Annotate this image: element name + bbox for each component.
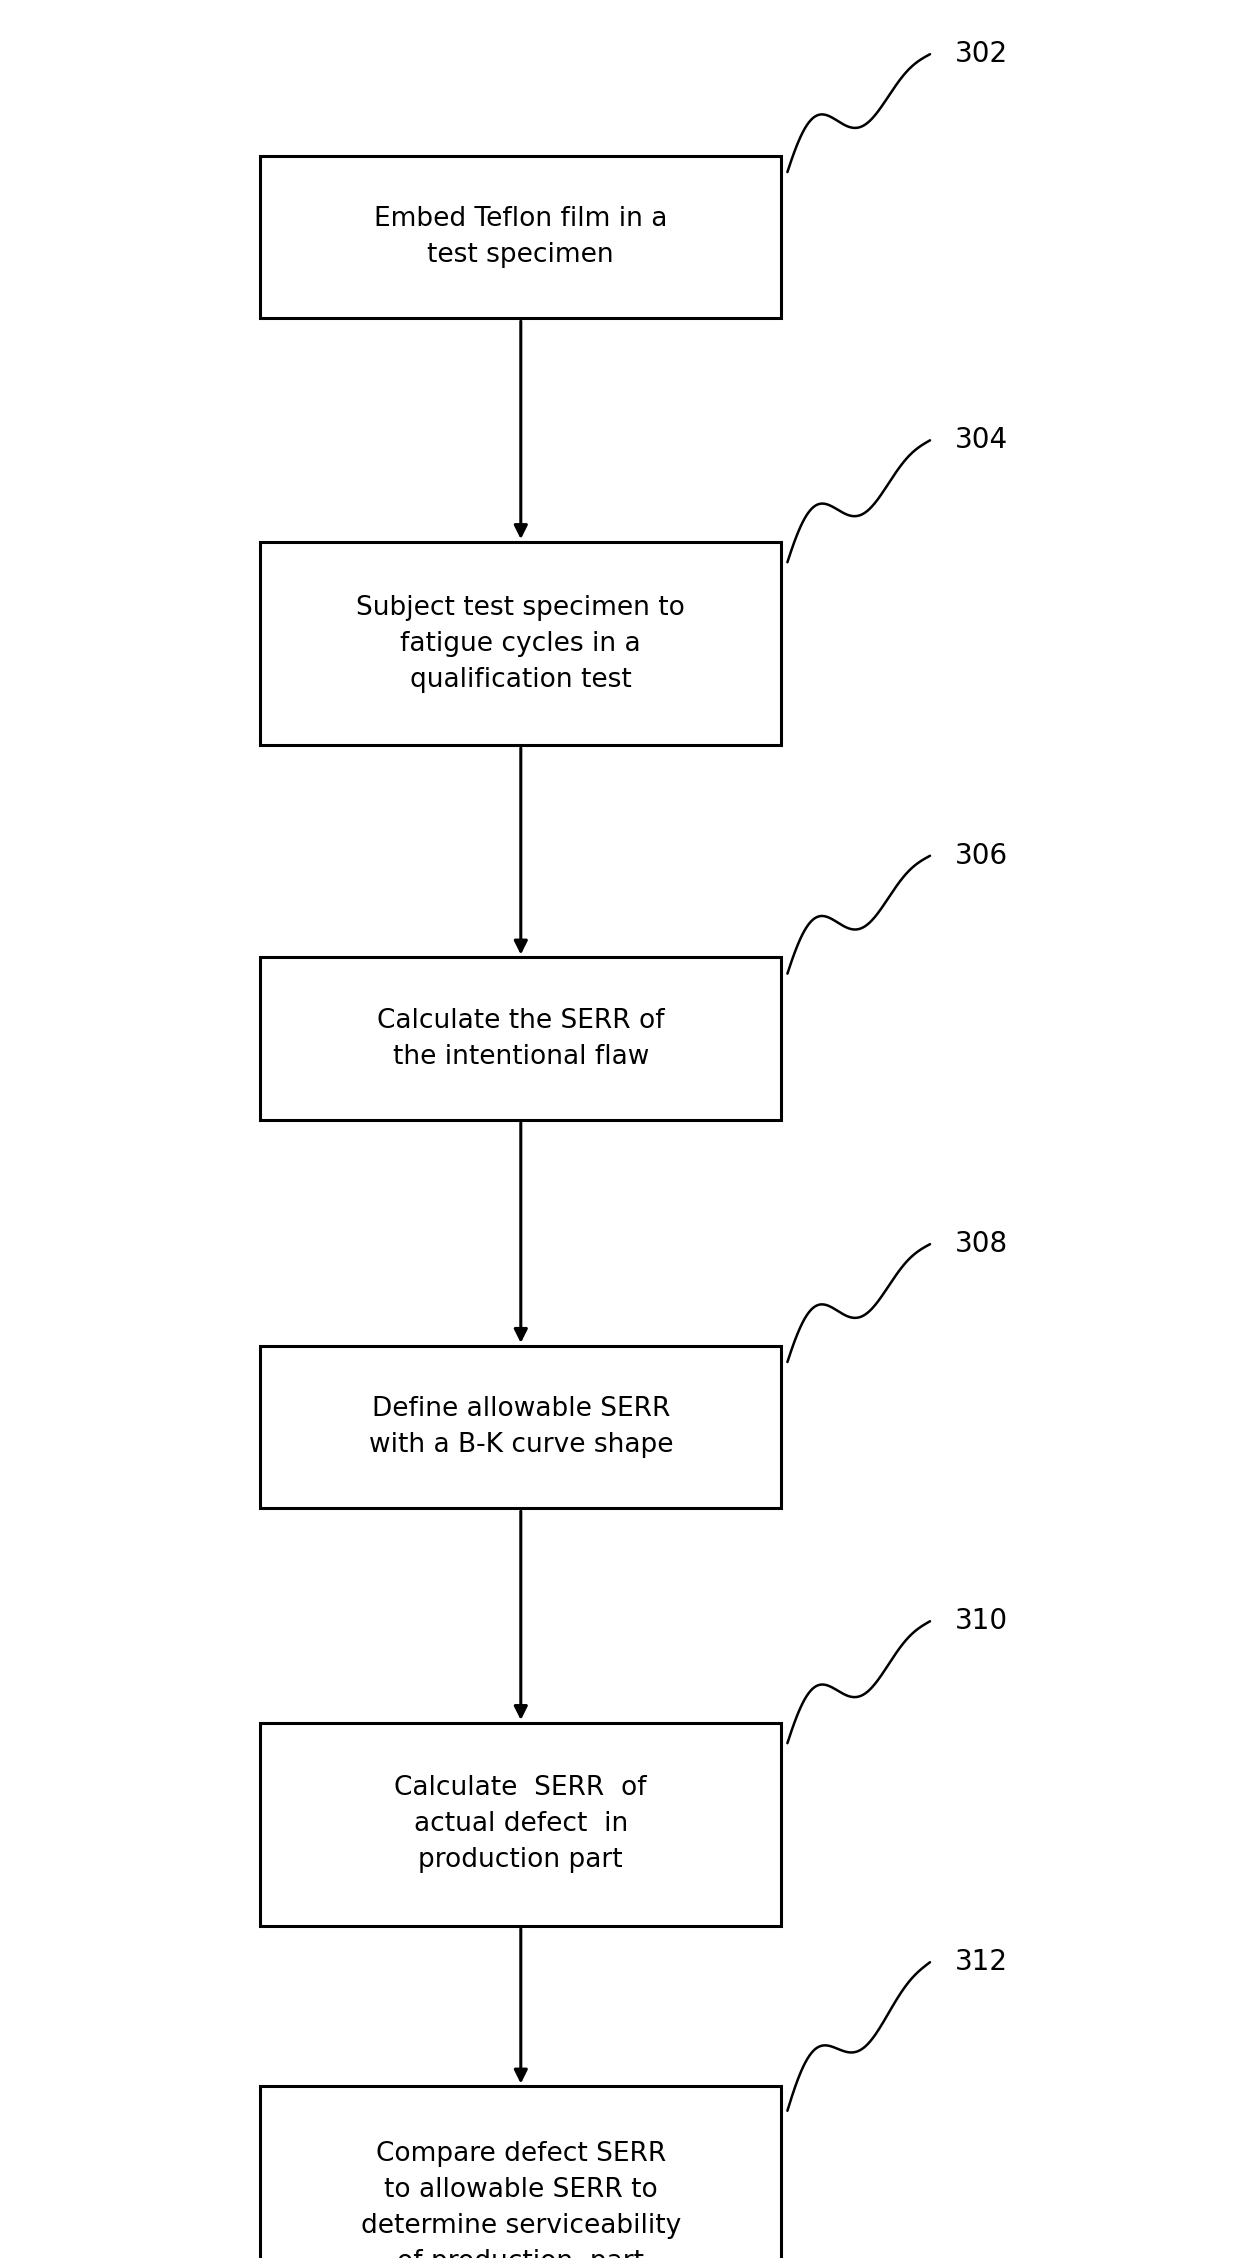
Bar	[260, 957, 781, 1120]
Text: Subject test specimen to
fatigue cycles in a
qualification test: Subject test specimen to fatigue cycles …	[356, 594, 686, 693]
Text: 306: 306	[955, 842, 1008, 869]
Text: 310: 310	[955, 1608, 1008, 1635]
Bar	[260, 156, 781, 318]
Text: 302: 302	[955, 41, 1008, 68]
Text: 312: 312	[955, 1949, 1008, 1976]
Bar	[260, 1723, 781, 1926]
Bar	[260, 1346, 781, 1508]
Text: Compare defect SERR
to allowable SERR to
determine serviceability
of production : Compare defect SERR to allowable SERR to…	[361, 2141, 681, 2258]
Text: Calculate  SERR  of
actual defect  in
production part: Calculate SERR of actual defect in produ…	[394, 1775, 647, 1874]
Bar	[260, 2086, 781, 2258]
Text: Calculate the SERR of
the intentional flaw: Calculate the SERR of the intentional fl…	[377, 1007, 665, 1070]
Text: 304: 304	[955, 427, 1008, 454]
Text: Define allowable SERR
with a B-K curve shape: Define allowable SERR with a B-K curve s…	[368, 1395, 673, 1459]
Text: Embed Teflon film in a
test specimen: Embed Teflon film in a test specimen	[374, 205, 667, 269]
Bar	[260, 542, 781, 745]
Text: 308: 308	[955, 1231, 1008, 1258]
